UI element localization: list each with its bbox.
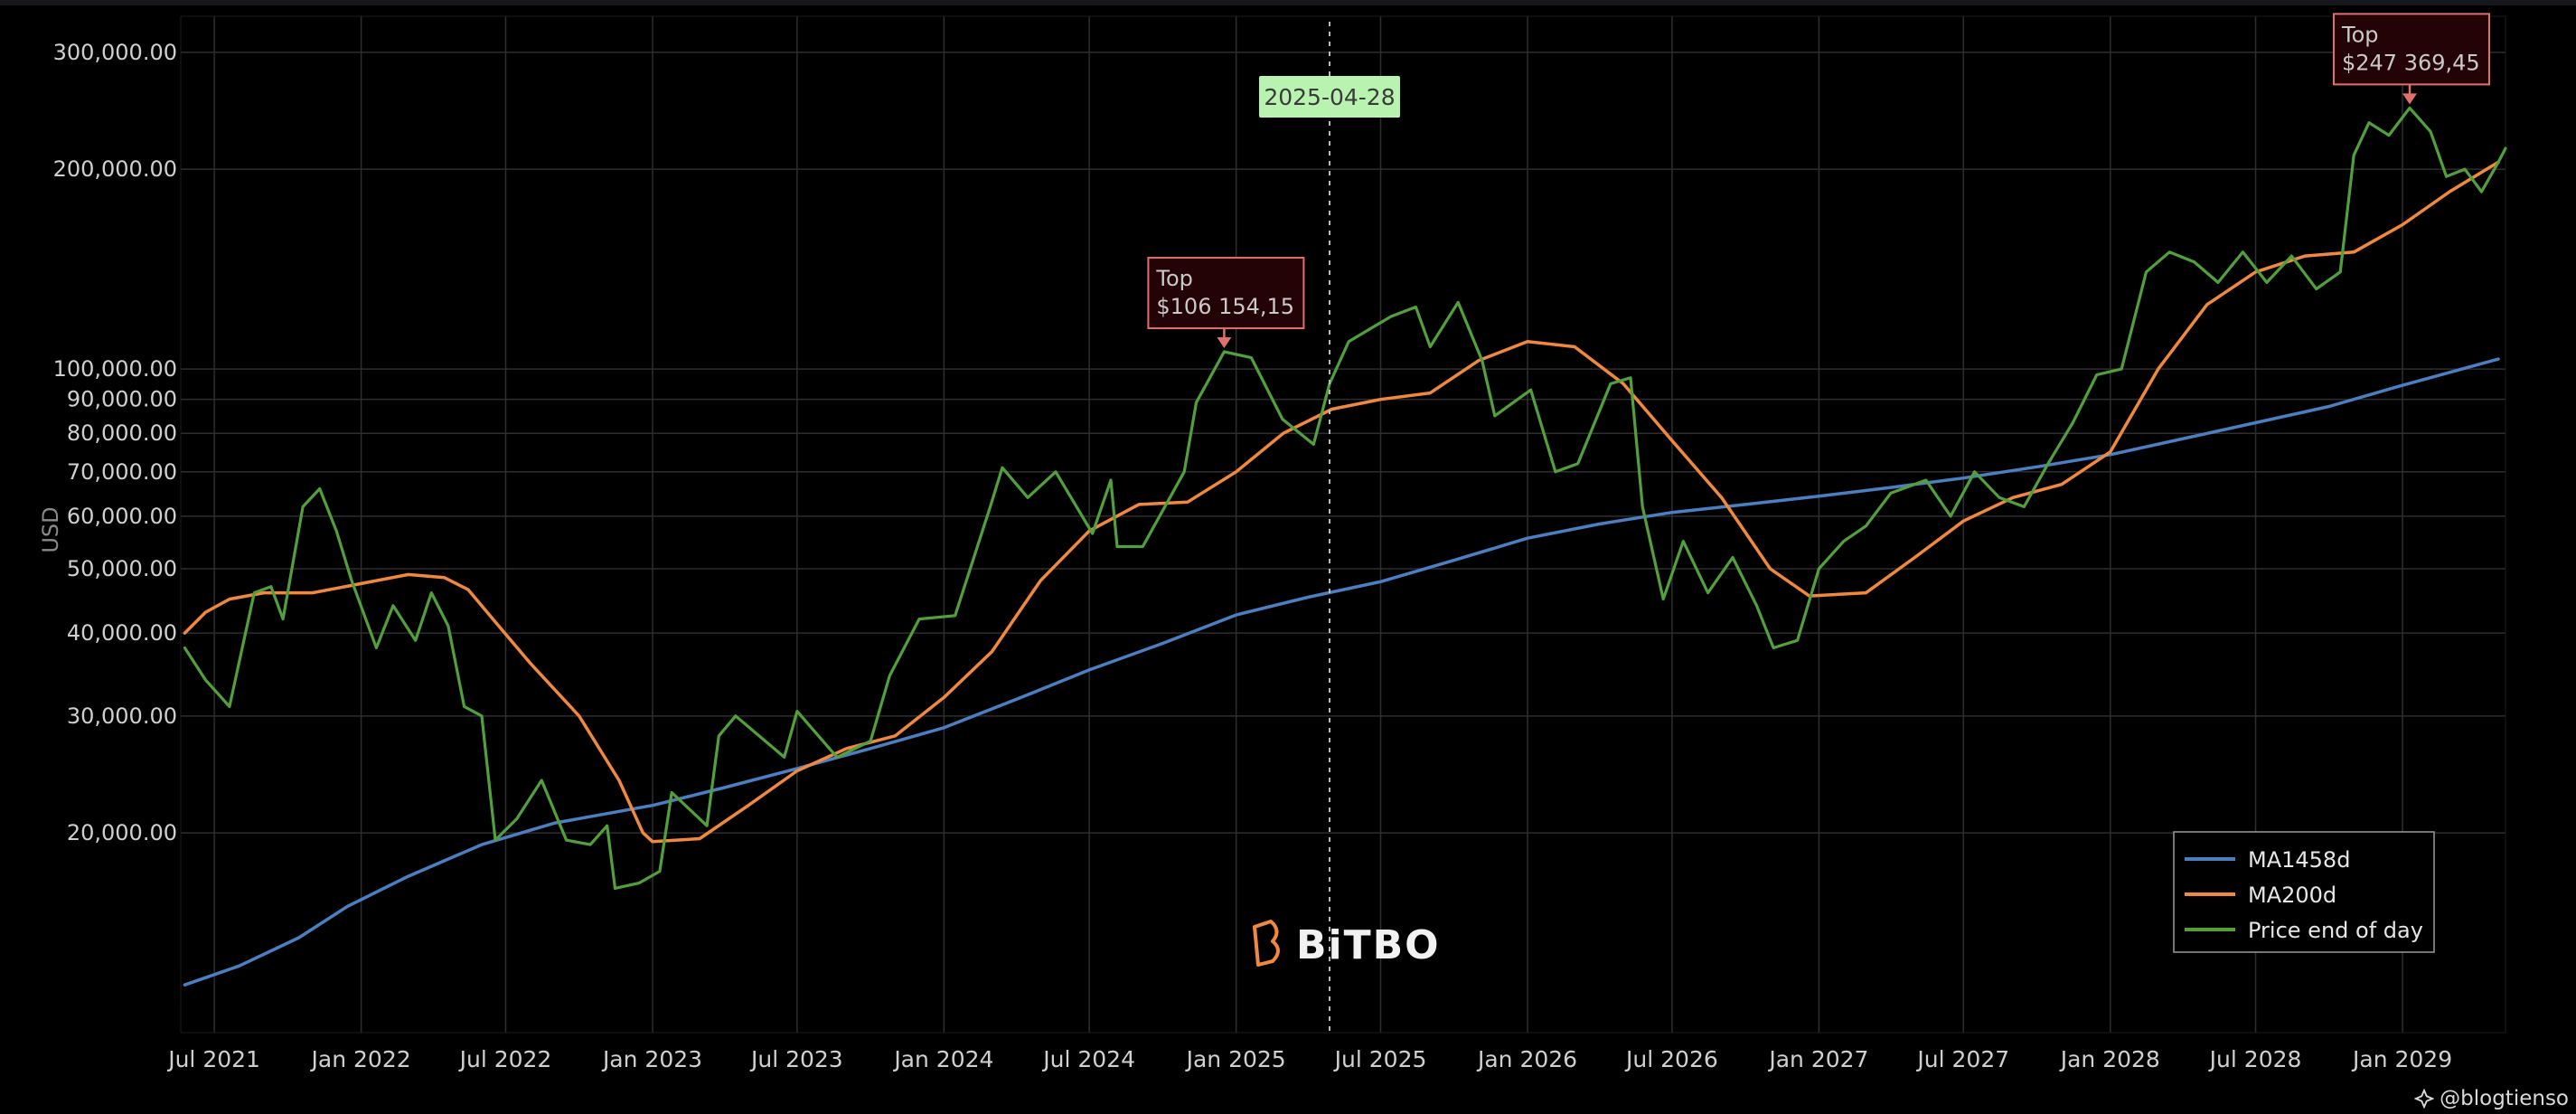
date-marker-badge (1258, 76, 1400, 118)
legend-box (2173, 831, 2435, 953)
sparkle-icon (2414, 1089, 2435, 1109)
annotation-value: $106 154,15 (1156, 294, 1294, 319)
x-tick-label: Jul 2023 (749, 1046, 843, 1072)
x-tick-label: Jan 2023 (601, 1046, 702, 1072)
y-axis-label: USD (38, 506, 63, 552)
credit: @blogtienso (2414, 1087, 2569, 1110)
x-tick-label: Jan 2026 (1476, 1046, 1577, 1072)
annotation-arrow-head (1217, 337, 1232, 349)
x-tick-label: Jan 2024 (892, 1046, 993, 1072)
series-line (183, 106, 2507, 890)
y-tick-label: 70,000.00 (67, 459, 177, 485)
legend-entry: Price end of day (2248, 918, 2423, 943)
x-tick-label: Jan 2027 (1767, 1046, 1868, 1072)
legend-entry: MA200d (2248, 883, 2336, 908)
y-tick-label: 30,000.00 (67, 703, 177, 729)
top-frame (0, 0, 2576, 5)
date-marker-label: 2025-04-28 (1264, 84, 1395, 110)
annotation-value: $247 369,45 (2342, 50, 2480, 75)
plot-area (180, 15, 2506, 1034)
annotation-arrow-head (2402, 93, 2418, 105)
x-tick-label: Jan 2022 (310, 1046, 411, 1072)
credit-text: @blogtienso (2440, 1087, 2569, 1110)
x-tick-label: Jul 2024 (1041, 1046, 1135, 1072)
y-tick-label: 40,000.00 (67, 620, 177, 646)
x-tick-label: Jul 2028 (2208, 1046, 2302, 1072)
annotation-title: Top (1155, 266, 1193, 291)
x-tick-label: Jan 2029 (2351, 1046, 2452, 1072)
series-line (183, 357, 2500, 987)
x-tick-label: Jan 2025 (1185, 1046, 1286, 1072)
x-tick-label: Jul 2026 (1624, 1046, 1718, 1072)
y-tick-label: 90,000.00 (67, 387, 177, 412)
y-tick-label: 300,000.00 (53, 40, 177, 65)
annotation-box (2333, 13, 2491, 86)
bitbo-logo-icon (1253, 920, 1280, 967)
annotation-box (1147, 257, 1305, 330)
y-tick-label: 80,000.00 (67, 420, 177, 446)
series-line (183, 160, 2500, 844)
y-tick-label: 50,000.00 (67, 556, 177, 581)
x-tick-label: Jul 2027 (1915, 1046, 2009, 1072)
y-tick-label: 100,000.00 (53, 356, 177, 382)
x-tick-label: Jan 2028 (2059, 1046, 2160, 1072)
y-tick-label: 20,000.00 (67, 820, 177, 845)
watermark-text: BiTBO (1296, 922, 1441, 968)
legend-entry: MA1458d (2248, 847, 2350, 873)
x-tick-label: Jul 2025 (1333, 1046, 1427, 1072)
x-tick-label: Jul 2022 (458, 1046, 552, 1072)
y-tick-label: 200,000.00 (53, 156, 177, 182)
annotation-title: Top (2341, 22, 2379, 47)
y-tick-label: 60,000.00 (67, 504, 177, 529)
x-tick-label: Jul 2021 (166, 1046, 260, 1072)
